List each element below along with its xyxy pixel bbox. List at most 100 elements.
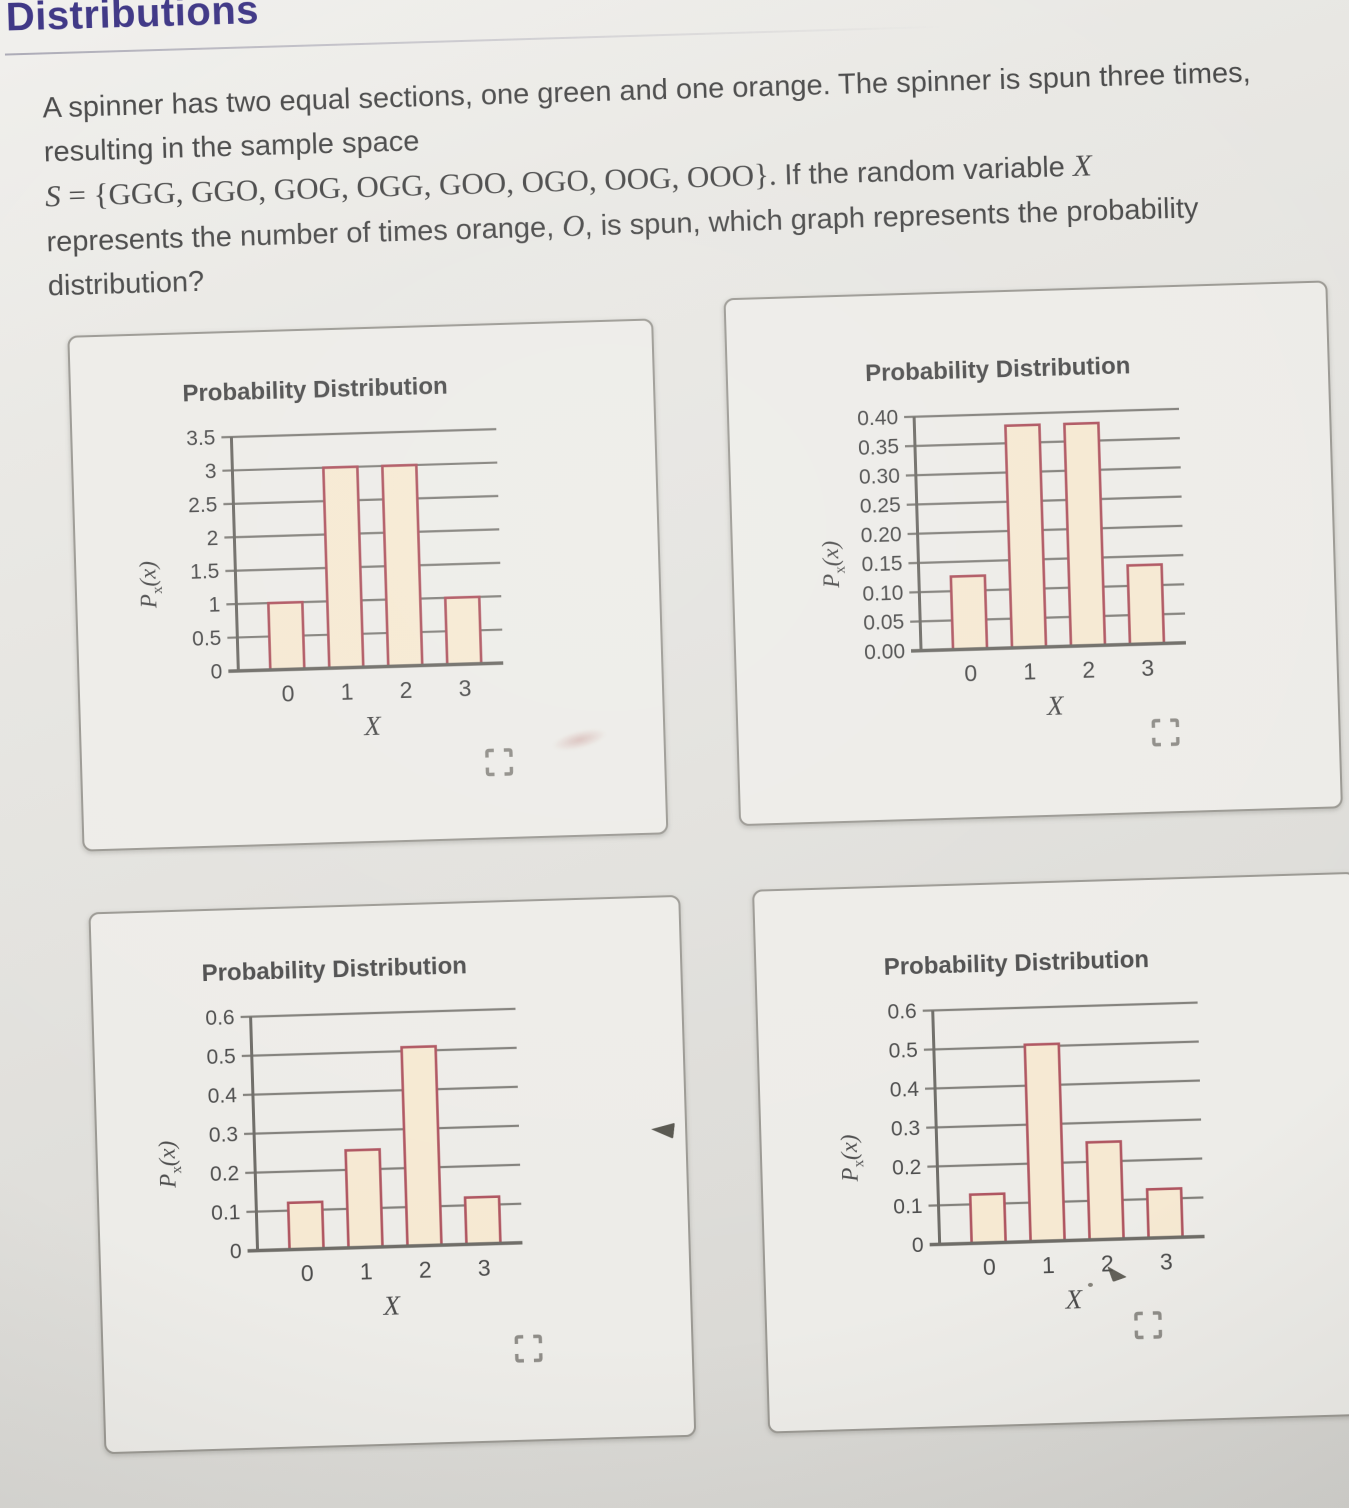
- chart-gridline: [908, 553, 1184, 565]
- y-axis-label: Px(x): [154, 1140, 185, 1189]
- y-axis-label: Px(x): [818, 540, 849, 589]
- chart-bar: [1023, 1042, 1066, 1243]
- chart-gridline: [927, 1157, 1203, 1168]
- y-axis: [229, 436, 240, 671]
- chart-gridline: [906, 495, 1182, 506]
- y-tick-label: 2.5: [188, 493, 218, 517]
- question-segment: X: [1072, 147, 1093, 183]
- y-tick-label: 0.20: [860, 523, 902, 547]
- x-tick-label: 0: [300, 1260, 314, 1286]
- y-tick-label: 0.3: [209, 1123, 239, 1147]
- chart-gridline: [922, 1001, 1198, 1012]
- chart-gridline: [904, 407, 1180, 419]
- y-tick-label: 0.30: [859, 465, 901, 489]
- y-tick-label: 0.6: [887, 1000, 917, 1024]
- y-tick-label: 2: [206, 527, 218, 550]
- y-tick-label: 1: [208, 594, 220, 617]
- chart-bar: [286, 1200, 325, 1251]
- y-axis-label: Px(x): [836, 1134, 867, 1183]
- y-axis-label: Px(x): [135, 561, 166, 610]
- chart-bar: [1085, 1140, 1125, 1242]
- chart-block: Probability Distribution 3.5 3 2.5 2 1.5 1 0.5…: [95, 369, 576, 767]
- y-tick-label: 0.2: [210, 1162, 240, 1186]
- chart-block: Probability Distribution 0.6 0.5 0.4 0.3 0.2…: [114, 949, 595, 1347]
- chart-gridline: [221, 428, 497, 439]
- x-tick-label: 0: [281, 680, 295, 706]
- chart-title: Probability Distribution: [864, 352, 1131, 388]
- chart-bar: [344, 1148, 384, 1250]
- y-axis: [912, 416, 923, 651]
- x-tick-label: 2: [1101, 1250, 1115, 1276]
- y-axis: [249, 1016, 260, 1251]
- bar-chart: 3.5 3 2.5 2 1.5 1 0.5 0 0 1 2 3 X Px(x): [135, 426, 504, 741]
- bar-chart: 0.6 0.5 0.4 0.3 0.2 0.1 0 0 1 2 3 X Px(x): [836, 1000, 1205, 1315]
- x-axis-label: X: [382, 1290, 402, 1321]
- x-tick-label: 3: [1159, 1248, 1173, 1274]
- bar-chart: 0.40 0.35 0.30 0.25 0.20 0.15 0.10 0.05 0.00 0 1 2 3…: [818, 406, 1186, 721]
- chart-gridline: [907, 524, 1183, 536]
- x-tick-label: 3: [458, 675, 472, 701]
- chart-bar: [443, 595, 483, 667]
- question-segment: distribution?: [47, 265, 205, 303]
- question-segment: represents the number of times orange,: [46, 211, 563, 259]
- y-tick-label: 0: [210, 660, 222, 683]
- answer-option-top-right[interactable]: Probability Distribution 0.40 0.35 0.30 0.2…: [723, 280, 1343, 827]
- answer-option-top-left[interactable]: Probability Distribution 3.5 3 2.5 2 1.5 1 0.5…: [67, 318, 669, 852]
- y-tick-label: 3: [204, 460, 216, 483]
- y-tick-label: 1.5: [190, 560, 220, 584]
- chart-gridline: [225, 561, 501, 573]
- x-tick-label: 2: [399, 677, 413, 703]
- chart-bar: [1126, 563, 1166, 646]
- y-tick-label: 0.1: [211, 1201, 241, 1225]
- expand-icon[interactable]: [484, 745, 519, 780]
- chart-gridline: [241, 1046, 517, 1058]
- y-axis: [931, 1010, 942, 1245]
- chart-gridline: [224, 528, 500, 539]
- chart-gridline: [244, 1124, 519, 1136]
- x-tick-label: 0: [964, 660, 978, 686]
- chart-bar: [1004, 423, 1048, 650]
- chart-gridline: [904, 437, 1180, 448]
- expand-icon[interactable]: [513, 1331, 548, 1366]
- chart-bar: [267, 600, 306, 672]
- x-axis-label: X: [1064, 1284, 1084, 1315]
- y-tick-label: 0.5: [206, 1045, 236, 1069]
- chart-bar: [1145, 1187, 1184, 1240]
- expand-icon-glyph: [1134, 1311, 1163, 1340]
- expand-icon-glyph: [485, 748, 514, 777]
- chart-title: Probability Distribution: [883, 946, 1150, 981]
- x-axis-label: X: [1046, 690, 1066, 721]
- y-tick-label: 0.35: [858, 435, 900, 459]
- chart-bar: [463, 1195, 502, 1246]
- expand-icon[interactable]: [1133, 1308, 1168, 1343]
- chart-gridline: [240, 1007, 516, 1019]
- answer-option-bottom-right[interactable]: Probability Distribution 0.6 0.5 0.4 0.3 0.2…: [752, 871, 1349, 1434]
- chart-bar: [322, 465, 365, 670]
- y-tick-label: 0.40: [857, 406, 899, 430]
- y-tick-label: 0.4: [207, 1084, 237, 1108]
- x-axis: [228, 661, 504, 673]
- expand-icon-glyph: [514, 1334, 543, 1363]
- question-text: A spinner has two equal sections, one gr…: [42, 48, 1328, 308]
- x-tick-label: 3: [1141, 655, 1155, 681]
- expand-icon-glyph: [1151, 718, 1180, 747]
- bar-chart: 0.6 0.5 0.4 0.3 0.2 0.1 0 0 1 2 3 X Px(x): [154, 1006, 523, 1321]
- question-segment: O: [561, 207, 586, 244]
- chart-block: Probability Distribution 0.40 0.35 0.30 0.2…: [777, 349, 1258, 747]
- x-tick-label: 2: [418, 1256, 432, 1282]
- mouse-cursor-artifact: [650, 1120, 675, 1139]
- chart-bar: [949, 574, 989, 652]
- question-segment: resulting in the sample space: [43, 125, 420, 169]
- expand-icon[interactable]: [1150, 715, 1185, 750]
- chart-bar: [968, 1192, 1007, 1245]
- y-tick-label: 0.5: [192, 627, 222, 651]
- chart-block: Probability Distribution 0.6 0.5 0.4 0.3 0.2…: [796, 943, 1277, 1341]
- chart-gridline: [905, 466, 1181, 477]
- x-tick-label: 2: [1082, 656, 1096, 682]
- x-tick-label: 3: [477, 1255, 491, 1281]
- y-tick-label: 0: [230, 1240, 242, 1263]
- question-segment: S: [44, 177, 62, 214]
- answer-option-bottom-left[interactable]: Probability Distribution 0.6 0.5 0.4 0.3 0.2…: [88, 894, 697, 1455]
